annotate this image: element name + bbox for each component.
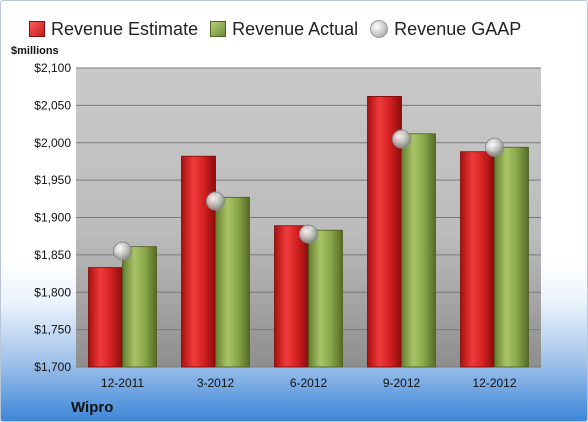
y-tick-label: $2,100: [34, 61, 71, 75]
company-name: Wipro: [71, 399, 114, 416]
gaap-marker: [206, 191, 225, 211]
legend-item-actual: Revenue Actual: [210, 19, 358, 40]
y-tick-label: $1,850: [34, 248, 71, 262]
legend-item-estimate: Revenue Estimate: [29, 19, 198, 40]
estimate-swatch: [29, 21, 45, 37]
bar-revenue-actual: [308, 229, 343, 368]
bar-revenue-estimate: [88, 267, 123, 368]
bar-revenue-actual: [122, 246, 157, 368]
x-tick-label: 12-2011: [101, 376, 144, 390]
bar-revenue-estimate: [274, 225, 309, 368]
bar-revenue-actual: [215, 196, 250, 368]
gaap-marker: [485, 137, 504, 157]
y-tick-label: $1,700: [34, 360, 71, 374]
y-axis-ticks: $1,700 $1,750 $1,800 $1,850 $1,900 $1,950 $2,0…: [34, 61, 71, 374]
bar-revenue-actual: [401, 133, 436, 368]
actual-swatch: [210, 21, 227, 37]
x-tick-label: 9-2012: [383, 376, 421, 390]
gaap-marker: [299, 224, 318, 244]
y-tick-label: $2,000: [34, 136, 71, 150]
legend-item-gaap: Revenue GAAP: [370, 19, 521, 40]
bar-revenue-actual: [494, 146, 529, 368]
gaap-marker: [392, 129, 411, 149]
bar-revenue-estimate: [181, 155, 216, 368]
y-tick-label: $1,950: [34, 173, 71, 187]
gaap-marker: [113, 241, 132, 261]
y-tick-label: $2,050: [34, 98, 71, 112]
y-tick-label: $1,750: [34, 323, 71, 337]
y-tick-label: $1,800: [34, 285, 71, 299]
legend-label-estimate: Revenue Estimate: [51, 18, 199, 39]
gaap-swatch: [370, 20, 389, 38]
y-tick-label: $1,900: [34, 211, 71, 225]
x-tick-label: 3-2012: [197, 376, 235, 390]
gaap-markers: [113, 129, 504, 261]
legend: Revenue Estimate Revenue Actual Revenue …: [29, 17, 527, 41]
legend-label-actual: Revenue Actual: [232, 18, 359, 39]
x-axis-ticks: 12-2011 3-2012 6-2012 9-2012 12-2012: [101, 376, 517, 390]
x-tick-label: 12-2012: [472, 376, 516, 390]
legend-label-gaap: Revenue GAAP: [394, 18, 522, 39]
x-tick-label: 6-2012: [290, 376, 328, 390]
bars: [88, 96, 529, 368]
bar-revenue-estimate: [460, 151, 495, 368]
y-axis-unit-label: $millions: [11, 45, 59, 57]
